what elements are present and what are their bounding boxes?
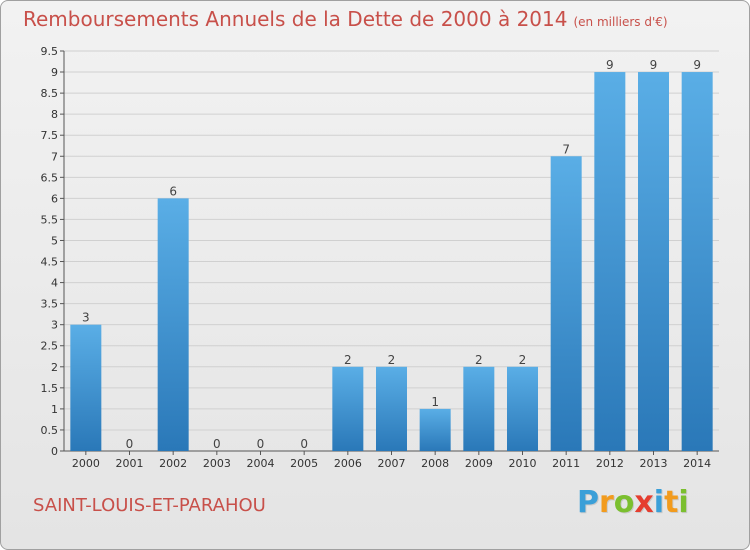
bar xyxy=(594,72,626,451)
bar xyxy=(157,198,189,451)
value-label: 1 xyxy=(431,395,439,409)
value-label: 9 xyxy=(650,58,658,72)
axis-layer: 0 0.5 1 1.5 2 2.5 3 3.5 4 4.5 5 5.5 6 6.5 7 7.5 8 8.5 9 9.5… xyxy=(41,45,719,470)
value-label: 2 xyxy=(344,353,352,367)
title-text: Remboursements Annuels de la Dette de 20… xyxy=(23,7,568,31)
value-label: 9 xyxy=(606,58,614,72)
y-tick-label: 2.5 xyxy=(41,340,59,353)
x-tick-label: 2011 xyxy=(552,457,580,470)
bar xyxy=(376,366,407,451)
title-unit: (en milliers d'€) xyxy=(573,15,668,29)
y-tick-label: 5 xyxy=(51,234,58,247)
logo-letter: i xyxy=(653,485,665,520)
y-tick-label: 7.5 xyxy=(41,129,59,142)
value-label: 2 xyxy=(475,353,483,367)
x-tick-label: 2008 xyxy=(421,457,449,470)
y-tick-label: 7 xyxy=(51,150,58,163)
x-tick-label: 2012 xyxy=(596,457,624,470)
y-tick-label: 1 xyxy=(51,403,58,416)
bar xyxy=(681,72,713,451)
label-layer: 3 0 6 0 0 0 2 2 1 2 2 7 9 9 9 xyxy=(82,58,701,451)
value-label: 0 xyxy=(257,437,265,451)
x-tick-label: 2010 xyxy=(509,457,537,470)
y-tick-label: 1.5 xyxy=(41,382,59,395)
bar xyxy=(507,366,538,451)
x-tick-label: 2009 xyxy=(465,457,493,470)
proxiti-logo[interactable]: Proxiti xyxy=(577,485,689,520)
logo-letter: t xyxy=(664,485,679,520)
y-tick-label: 8.5 xyxy=(41,87,59,100)
y-tick-label: 9 xyxy=(51,66,58,79)
y-tick-label: 6 xyxy=(51,192,58,205)
y-tick-label: 2 xyxy=(51,361,58,374)
value-label: 0 xyxy=(126,437,134,451)
bar xyxy=(638,72,669,451)
logo-letter: P xyxy=(577,485,599,520)
y-tick-label: 0 xyxy=(51,445,58,458)
value-label: 6 xyxy=(169,184,177,198)
logo-letter: i xyxy=(678,485,689,520)
bar xyxy=(332,366,364,451)
x-tick-label: 2006 xyxy=(334,457,362,470)
value-label: 9 xyxy=(693,58,701,72)
y-tick-label: 5.5 xyxy=(41,213,59,226)
bar xyxy=(550,156,582,451)
y-tick-label: 4.5 xyxy=(41,256,59,269)
value-label: 0 xyxy=(213,437,221,451)
x-tick-label: 2001 xyxy=(116,457,144,470)
logo-letter: r xyxy=(599,485,614,520)
value-label: 2 xyxy=(388,353,396,367)
bar-layer xyxy=(70,72,713,451)
y-tick-label: 6.5 xyxy=(41,171,59,184)
value-label: 3 xyxy=(82,311,90,325)
bar xyxy=(70,324,102,451)
y-tick-label: 3.5 xyxy=(41,298,59,311)
value-label: 2 xyxy=(519,353,527,367)
x-tick-label: 2007 xyxy=(378,457,406,470)
logo-letter: o xyxy=(613,485,635,520)
x-tick-label: 2002 xyxy=(159,457,187,470)
value-label: 7 xyxy=(562,142,570,156)
x-tick-label: 2005 xyxy=(290,457,318,470)
bar xyxy=(463,366,495,451)
commune-name: SAINT-LOUIS-ET-PARAHOU xyxy=(33,495,266,516)
value-label: 0 xyxy=(300,437,308,451)
chart-title: Remboursements Annuels de la Dette de 20… xyxy=(23,7,668,31)
x-tick-label: 2000 xyxy=(72,457,100,470)
x-tick-label: 2014 xyxy=(683,457,711,470)
y-tick-label: 4 xyxy=(51,277,58,290)
y-tick-label: 3 xyxy=(51,319,58,332)
x-tick-label: 2003 xyxy=(203,457,231,470)
y-tick-label: 0.5 xyxy=(41,424,59,437)
y-tick-label: 9.5 xyxy=(41,45,59,58)
bar xyxy=(419,408,451,451)
y-tick-label: 8 xyxy=(51,108,58,121)
logo-letter: x xyxy=(634,485,654,520)
x-tick-label: 2013 xyxy=(640,457,668,470)
x-tick-label: 2004 xyxy=(247,457,275,470)
